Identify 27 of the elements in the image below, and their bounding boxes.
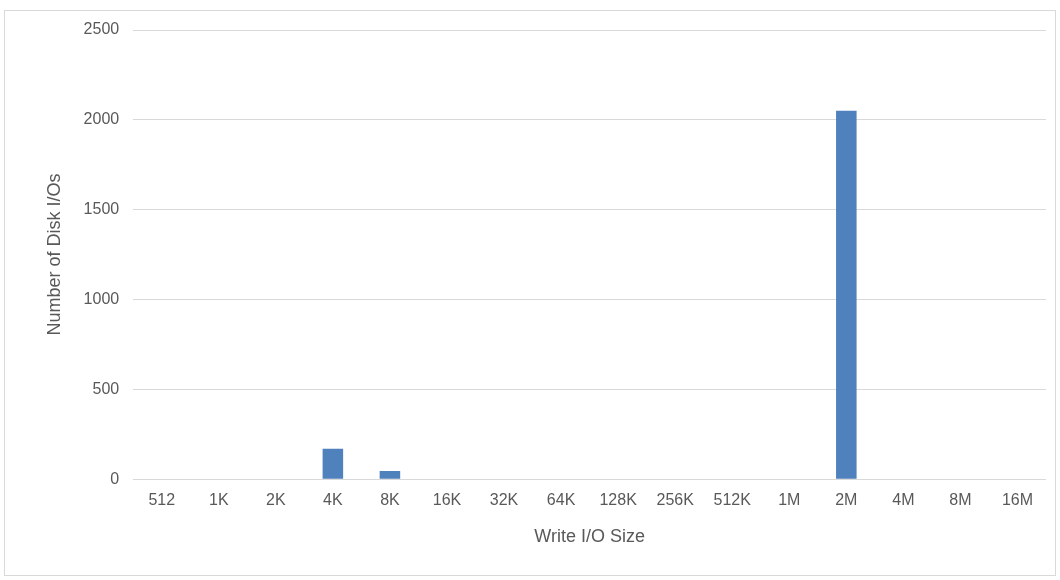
x-tick-label: 128K <box>599 491 638 509</box>
x-axis-title: Write I/O Size <box>534 526 645 547</box>
x-tick-label: 8K <box>380 491 401 509</box>
y-tick-label: 0 <box>110 469 120 487</box>
x-tick-label: 4K <box>323 491 343 509</box>
bar <box>379 471 401 479</box>
x-tick-label: 2K <box>266 491 286 509</box>
bar <box>836 110 857 479</box>
x-tick-label: 256K <box>656 491 695 509</box>
x-tick-label: 64K <box>546 491 576 509</box>
bar <box>322 448 344 479</box>
x-tick-label: 1K <box>208 491 229 509</box>
y-tick-label: 1500 <box>83 200 120 218</box>
x-tick-label: 2M <box>835 491 858 509</box>
x-tick-label: 512K <box>713 491 752 509</box>
x-tick-label: 8M <box>949 491 972 509</box>
x-tick-label: 16M <box>1001 491 1034 509</box>
y-tick-label: 500 <box>92 379 120 397</box>
x-tick-label: 4M <box>892 491 915 509</box>
y-tick-label: 1000 <box>83 289 120 307</box>
x-tick-label: 512 <box>148 491 176 509</box>
y-tick-label: 2500 <box>83 20 120 38</box>
y-tick-label: 2000 <box>83 110 120 128</box>
x-tick-label: 16K <box>432 491 462 509</box>
y-axis-title: Number of Disk I/Os <box>43 173 64 336</box>
x-tick-label: 1M <box>778 491 801 509</box>
x-tick-label: 32K <box>489 491 519 509</box>
